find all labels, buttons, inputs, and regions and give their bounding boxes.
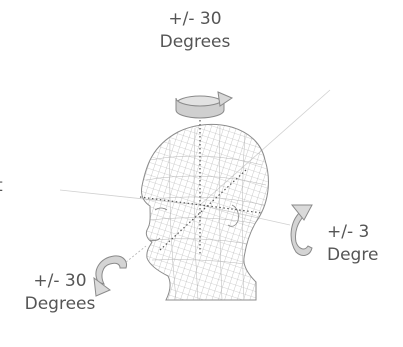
yaw-range-value: +/- 30 <box>168 9 222 29</box>
yaw-range-label: +/- 30 Degrees <box>150 8 240 54</box>
pitch-range-label: +/- 30 Degrees <box>10 270 110 316</box>
rotation-arrow-yaw-icon <box>175 91 234 119</box>
head-mesh-icon <box>141 124 269 301</box>
rotation-arrow-pitch-icon <box>93 245 147 297</box>
cropped-text-fragment: t <box>0 176 3 196</box>
pitch-range-value: +/- 30 <box>33 271 87 291</box>
roll-range-label: +/- 3 Degre <box>327 221 403 267</box>
rotation-arrow-roll-icon <box>290 204 313 256</box>
roll-range-value: +/- 3 <box>327 222 370 242</box>
yaw-range-unit: Degrees <box>159 32 231 52</box>
pitch-range-unit: Degrees <box>24 294 96 314</box>
dotted-axes <box>139 120 263 255</box>
roll-range-unit: Degre <box>327 245 379 265</box>
